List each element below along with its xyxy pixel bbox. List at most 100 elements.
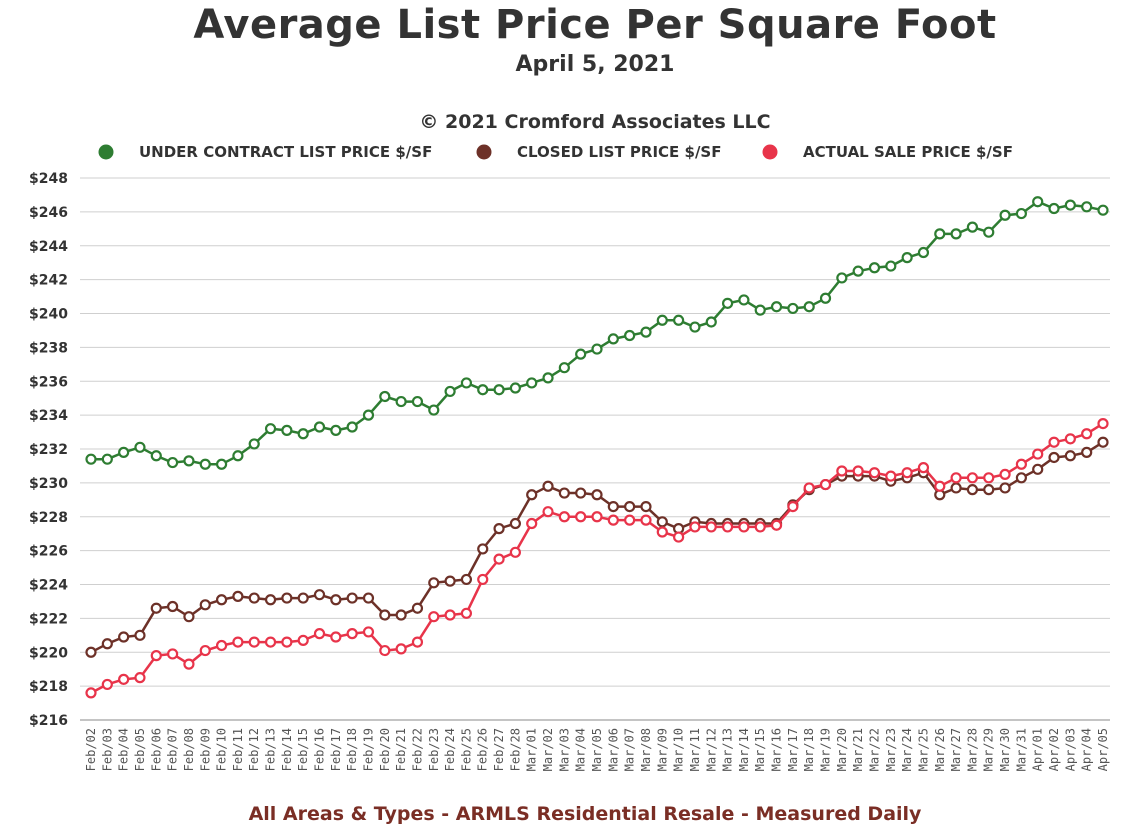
data-point — [264, 636, 277, 648]
legend-label: UNDER CONTRACT LIST PRICE $/SF — [139, 143, 432, 161]
data-point — [575, 487, 587, 499]
data-point — [999, 482, 1011, 494]
data-point — [379, 644, 391, 657]
y-tick-label: $220 — [29, 645, 68, 661]
x-tick-label: Feb/06 — [149, 728, 163, 771]
data-point — [460, 607, 473, 619]
data-point — [248, 592, 260, 604]
data-point — [836, 272, 848, 284]
x-tick-label: Feb/17 — [329, 728, 343, 771]
x-tick-label: Mar/14 — [737, 728, 751, 771]
data-point — [868, 262, 881, 274]
series-line — [90, 441, 1104, 654]
x-tick-label: Feb/07 — [166, 728, 180, 771]
data-point — [721, 297, 734, 309]
x-tick-label: Feb/04 — [117, 728, 131, 771]
data-point — [101, 453, 113, 465]
data-point — [721, 521, 734, 533]
y-tick-label: $246 — [29, 205, 68, 221]
data-point — [787, 500, 799, 513]
data-point — [1064, 433, 1076, 445]
data-point — [134, 441, 146, 453]
data-point — [264, 594, 277, 606]
data-point — [770, 519, 783, 531]
x-tick-label: Feb/18 — [345, 728, 359, 771]
data-point — [770, 301, 783, 313]
data-point — [1048, 436, 1060, 448]
x-tick-label: Feb/15 — [296, 728, 310, 771]
legend-marker — [762, 144, 778, 160]
data-point — [591, 511, 603, 523]
x-tick-label: Apr/04 — [1080, 728, 1094, 771]
x-tick-label: Mar/15 — [753, 728, 767, 771]
x-tick-label: Mar/04 — [574, 728, 588, 771]
data-point — [330, 424, 342, 436]
x-tick-label: Feb/05 — [133, 728, 147, 771]
data-point — [607, 500, 619, 513]
x-tick-label: Mar/27 — [949, 728, 963, 771]
data-point — [950, 482, 962, 494]
data-point — [950, 228, 962, 240]
data-point — [428, 611, 440, 623]
y-tick-label: $224 — [29, 578, 68, 594]
data-point — [313, 421, 326, 433]
y-tick-label: $238 — [29, 340, 68, 356]
data-point — [868, 467, 881, 479]
data-point — [901, 467, 913, 479]
data-point — [183, 611, 195, 623]
x-tick-label: Feb/27 — [492, 728, 506, 771]
x-tick-label: Mar/18 — [802, 728, 816, 771]
data-point — [803, 301, 815, 313]
x-tick-label: Feb/03 — [100, 728, 114, 771]
x-tick-label: Feb/10 — [215, 728, 229, 771]
data-point — [297, 428, 309, 440]
x-tick-label: Feb/20 — [378, 728, 392, 771]
x-tick-label: Mar/12 — [704, 728, 718, 771]
data-point — [232, 450, 244, 462]
x-tick-label: Mar/20 — [835, 728, 849, 771]
data-point — [134, 629, 146, 641]
data-point — [167, 600, 179, 613]
data-point — [1064, 450, 1076, 462]
data-point — [542, 506, 554, 518]
y-tick-label: $218 — [29, 679, 68, 695]
data-point — [542, 372, 554, 384]
data-point — [297, 634, 309, 646]
chart-subtitle: April 5, 2021 — [515, 52, 675, 77]
x-tick-label: Feb/24 — [443, 728, 457, 771]
x-tick-label: Apr/01 — [1031, 728, 1045, 771]
data-point — [999, 209, 1011, 221]
data-point — [264, 423, 277, 435]
data-point — [248, 438, 260, 450]
data-point — [526, 517, 538, 530]
data-point — [313, 589, 326, 601]
data-point — [1097, 417, 1109, 430]
x-tick-label: Feb/11 — [231, 728, 245, 771]
data-point — [85, 646, 97, 658]
data-point — [150, 650, 162, 662]
data-point — [1032, 448, 1044, 460]
data-point — [983, 226, 995, 238]
x-tick-label: Apr/05 — [1096, 728, 1110, 771]
data-point — [754, 304, 766, 316]
x-tick-label: Feb/28 — [508, 728, 522, 771]
x-tick-label: Mar/23 — [884, 728, 898, 771]
x-tick-label: Feb/21 — [394, 728, 408, 771]
data-point — [101, 638, 113, 650]
x-tick-label: Feb/02 — [84, 728, 98, 771]
data-point — [477, 384, 489, 396]
data-point — [607, 333, 619, 345]
data-point — [379, 390, 391, 403]
data-point — [738, 294, 750, 306]
data-point — [281, 592, 293, 604]
y-tick-label: $240 — [29, 307, 68, 323]
data-point — [281, 424, 293, 436]
x-tick-label: Mar/06 — [606, 728, 620, 771]
data-point — [526, 489, 538, 501]
x-tick-label: Mar/08 — [639, 728, 653, 771]
x-tick-label: Mar/01 — [525, 728, 539, 771]
data-point — [983, 484, 995, 496]
x-tick-label: Mar/19 — [819, 728, 833, 771]
data-point — [183, 658, 195, 670]
